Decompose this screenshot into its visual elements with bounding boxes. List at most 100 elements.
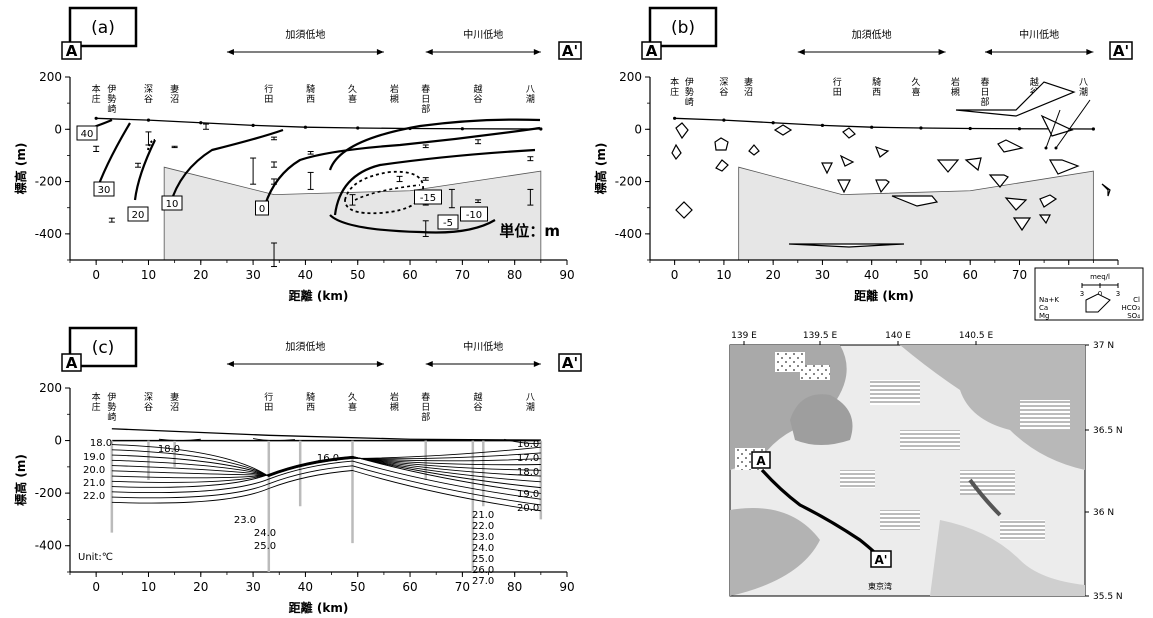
stiff-diagram (1004, 197, 1028, 211)
isotherm (111, 457, 541, 477)
isotherm-label-right: 17.0 (517, 453, 539, 464)
contour-label: -10 (466, 210, 482, 221)
contour-label: 40 (81, 129, 94, 140)
y-tick-label: -400 (615, 227, 642, 241)
x-tick-label: 30 (245, 580, 260, 594)
isotherm-label-top: 18.0 (90, 438, 112, 449)
isotherm-label-left: 22.0 (83, 491, 105, 502)
region-label: 加須低地 (285, 28, 325, 41)
isotherm-label-bottom: 21.0 (472, 510, 494, 521)
stiff-diagram (988, 174, 1009, 188)
ground-point (539, 127, 543, 131)
region-arrow-head-left (226, 361, 234, 367)
station-label: 春日部 (980, 76, 989, 108)
stiff-diagram (875, 179, 890, 194)
contour-line (333, 148, 536, 216)
station-label: 八潮 (526, 85, 535, 105)
section-end-box (558, 41, 582, 60)
region-label: 中川低地 (1019, 28, 1059, 41)
stiff-diagram (748, 144, 760, 156)
contour-line (168, 128, 284, 206)
map-lowland-patch (840, 470, 875, 488)
station-label: 伊勢崎 (107, 391, 116, 423)
isotherm-label-right: 18.0 (517, 467, 539, 478)
y-tick-label: 200 (619, 70, 642, 84)
station-label: 八潮 (526, 393, 535, 413)
stiff-diagram (675, 201, 693, 219)
contour-line (133, 139, 156, 201)
x-tick-label: 30 (815, 268, 830, 282)
map-lat-label: 37 N (1093, 341, 1114, 351)
station-label: 本庄 (670, 76, 679, 98)
map-section-end-box (870, 550, 892, 568)
stiff-arrow (1055, 99, 1091, 149)
panel-label: (c) (92, 338, 115, 358)
station-label: 深谷 (144, 84, 153, 105)
station-label: 岩槻 (951, 76, 960, 98)
section-start-box (61, 41, 82, 60)
y-tick-label: -200 (35, 486, 62, 500)
legend-box (1034, 267, 1144, 321)
region-arrow-head-left (984, 49, 992, 55)
contour-label: -15 (420, 193, 436, 204)
region-label: 中川低地 (463, 28, 503, 41)
stiff-diagram (1012, 217, 1032, 232)
contour-label-box (255, 200, 269, 216)
ground-point (968, 126, 972, 131)
isotherm (111, 465, 541, 506)
map-lowland-patch (1000, 520, 1045, 540)
station-label: 本庄 (92, 83, 101, 105)
isotherm-label-left: 19.0 (83, 452, 105, 463)
map-lowland-patch (900, 430, 960, 450)
map-place-label: 東京湾 (868, 581, 892, 591)
x-tick-label: 10 (141, 580, 156, 594)
isotherm-label-left: 21.0 (83, 478, 105, 489)
x-tick-label: 40 (298, 268, 313, 282)
ground-point (199, 121, 203, 125)
isotherm (111, 454, 541, 477)
x-tick-label: 50 (350, 268, 365, 282)
station-label: 深谷 (719, 77, 728, 98)
section-end-box (558, 353, 582, 372)
panel-c-root: (c) A A' 加須低地 中川低地 0 10 20 30 40 50 60 70 80 90 200 0 -20… (13, 326, 582, 615)
panel-label: (a) (91, 18, 115, 38)
isotherm-label-right: 20.0 (517, 503, 539, 514)
map-lowland-patch (960, 470, 1015, 495)
x-axis-label: 距離 (km) (289, 600, 349, 615)
region-arrow-head-right (533, 361, 541, 367)
isotherm (111, 456, 541, 477)
contour-label-box (76, 125, 98, 141)
ground-point (919, 126, 923, 130)
section-start-label: A (646, 42, 658, 60)
x-tick-label: 90 (559, 268, 574, 282)
contour-label-box (127, 206, 149, 222)
station-label: 久喜 (348, 83, 357, 105)
map-frame (729, 344, 1086, 597)
panel-label-box (68, 326, 138, 368)
station-label: 春日部 (421, 391, 430, 423)
section-end-box (1109, 41, 1133, 60)
section-start-box (641, 41, 662, 60)
region-arrow-head-left (797, 49, 805, 55)
isotherm-label-bottom: 25.0 (472, 554, 494, 565)
legend-left-ion: Ca (1039, 304, 1048, 312)
y-tick-label: 0 (54, 122, 62, 136)
ground-point (673, 116, 677, 120)
contour-line (328, 118, 541, 171)
station-label: 本庄 (92, 391, 101, 413)
contour-line (84, 118, 113, 132)
station-label: 岩槻 (390, 83, 399, 105)
x-tick-label: 20 (766, 268, 781, 282)
ground-point (408, 126, 412, 131)
section-start-box (61, 353, 82, 372)
region-arrow-head-right (376, 49, 384, 55)
map-river (968, 478, 1002, 517)
stiff-diagram (891, 195, 939, 207)
station-label: 岩槻 (390, 391, 399, 413)
station-label: 深谷 (144, 392, 153, 413)
map-root: A A' 東京湾 139 E 139.5 E 140 E 140.5 E 37 N 36.5 N… (729, 331, 1123, 602)
y-tick-label: 200 (39, 70, 62, 84)
